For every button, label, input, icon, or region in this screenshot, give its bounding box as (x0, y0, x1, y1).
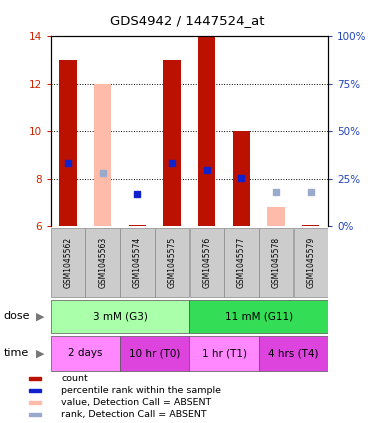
Bar (294, 228, 328, 297)
Bar (120, 228, 154, 297)
Bar (120, 336, 189, 371)
Bar (198, 36, 215, 226)
Text: dose: dose (4, 311, 30, 321)
Bar (94, 83, 111, 226)
Bar (267, 207, 285, 226)
Bar (259, 228, 293, 297)
Bar (155, 228, 189, 297)
Text: GSM1045574: GSM1045574 (133, 236, 142, 288)
Bar (86, 228, 120, 297)
Bar (302, 225, 320, 226)
Bar (189, 228, 224, 297)
Bar (164, 60, 181, 226)
Text: 11 mM (G11): 11 mM (G11) (225, 311, 293, 321)
Text: time: time (4, 348, 29, 358)
Bar (189, 299, 328, 333)
Bar (233, 131, 250, 226)
Bar (29, 401, 41, 404)
Bar (189, 336, 259, 371)
Text: GSM1045563: GSM1045563 (98, 236, 107, 288)
Bar (224, 228, 259, 297)
Text: GSM1045575: GSM1045575 (168, 236, 177, 288)
Text: ▶: ▶ (36, 311, 45, 321)
Text: value, Detection Call = ABSENT: value, Detection Call = ABSENT (61, 398, 211, 407)
Text: percentile rank within the sample: percentile rank within the sample (61, 386, 221, 395)
Bar (259, 336, 328, 371)
Text: count: count (61, 374, 88, 383)
Text: rank, Detection Call = ABSENT: rank, Detection Call = ABSENT (61, 410, 207, 419)
Text: 10 hr (T0): 10 hr (T0) (129, 348, 180, 358)
Text: GSM1045576: GSM1045576 (202, 236, 211, 288)
Text: ▶: ▶ (36, 348, 45, 358)
Bar (29, 389, 41, 392)
Text: GSM1045577: GSM1045577 (237, 236, 246, 288)
Text: GDS4942 / 1447524_at: GDS4942 / 1447524_at (110, 14, 265, 27)
Bar (129, 225, 146, 226)
Text: GSM1045562: GSM1045562 (63, 237, 72, 288)
Text: 3 mM (G3): 3 mM (G3) (93, 311, 147, 321)
Bar (29, 377, 41, 380)
Text: 1 hr (T1): 1 hr (T1) (202, 348, 247, 358)
Text: 2 days: 2 days (68, 348, 102, 358)
Bar (51, 299, 189, 333)
Bar (29, 413, 41, 416)
Text: 4 hrs (T4): 4 hrs (T4) (268, 348, 319, 358)
Bar (59, 60, 76, 226)
Text: GSM1045578: GSM1045578 (272, 237, 280, 288)
Bar (51, 336, 120, 371)
Text: GSM1045579: GSM1045579 (306, 236, 315, 288)
Bar (51, 228, 85, 297)
